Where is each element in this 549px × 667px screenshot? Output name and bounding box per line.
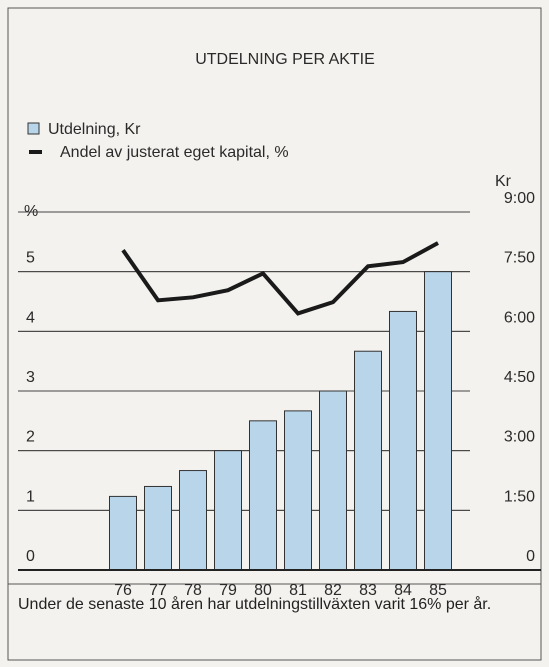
line [121,241,439,316]
y-tick-label: 2 [26,429,35,446]
bar [249,420,277,571]
y2-tick-label: 7:50 [504,250,535,267]
y2-tick-label: 4:50 [504,369,535,386]
y-tick-label: 3 [26,369,35,386]
y-tick-label: 4 [26,309,35,326]
x-tick-label: 78 [184,582,202,599]
y-tick-label: 0 [26,548,35,565]
x-tick-label: 83 [359,582,377,599]
y-tick-label: 5 [26,250,35,267]
y2-tick-label: 9:00 [504,190,535,207]
bar [284,410,312,571]
x-tick-label: 81 [289,582,307,599]
x-tick-label: 79 [219,582,237,599]
x-tick-label: 80 [254,582,272,599]
y2-tick-label: 3:00 [504,429,535,446]
bar [144,485,172,571]
y-tick-label: 1 [26,488,35,505]
chart-title: UTDELNING PER AKTIE [195,51,375,68]
x-tick-label: 82 [324,582,342,599]
legend-swatch [29,150,42,154]
caption: Under de senaste 10 åren har utdelningst… [18,596,492,613]
x-tick-label: 85 [429,582,447,599]
x-tick-label: 76 [114,582,132,599]
bar [179,470,207,571]
x-tick-label: 84 [394,582,412,599]
legend-label: Utdelning, Kr [48,121,141,138]
bar [214,450,242,571]
legend-label: Andel av justerat eget kapital, % [60,144,289,161]
x-tick-label: 77 [149,582,167,599]
y2-tick-label: 6:00 [504,309,535,326]
y2-axis-label: Kr [495,173,512,190]
bar [424,271,452,571]
bar [109,495,137,571]
bar [354,350,382,571]
bar [319,390,347,571]
y2-tick-label: 0 [526,548,535,565]
legend-swatch [27,122,40,135]
bar [389,310,417,571]
frame [7,7,542,661]
y2-tick-label: 1:50 [504,488,535,505]
